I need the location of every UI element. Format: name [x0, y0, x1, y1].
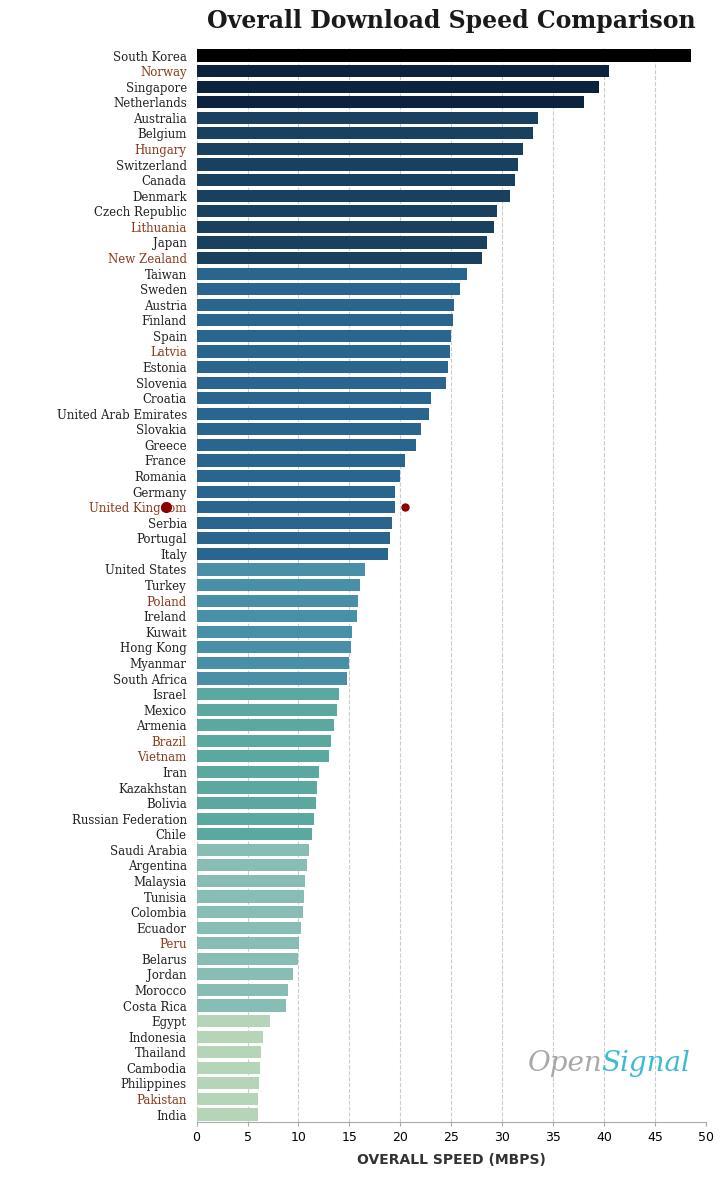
Bar — [197, 548, 388, 560]
Bar — [197, 205, 497, 217]
Bar — [197, 703, 337, 715]
Bar — [197, 657, 349, 669]
Bar — [197, 267, 467, 279]
Bar — [197, 236, 487, 248]
Bar — [197, 64, 609, 78]
Bar — [197, 345, 451, 357]
Bar — [197, 626, 352, 638]
Bar — [197, 455, 405, 467]
Bar — [197, 937, 299, 949]
Bar — [197, 688, 339, 700]
Bar — [197, 252, 482, 264]
Bar — [197, 361, 448, 373]
Bar — [197, 174, 515, 186]
Bar — [197, 439, 416, 451]
Bar — [197, 1046, 261, 1058]
Bar — [197, 97, 584, 109]
Title: Overall Download Speed Comparison: Overall Download Speed Comparison — [207, 10, 696, 33]
Bar — [197, 1093, 258, 1106]
Bar — [197, 128, 533, 140]
Bar — [197, 875, 304, 887]
Bar — [197, 81, 599, 93]
Bar — [197, 1015, 270, 1027]
Bar — [197, 641, 352, 653]
Bar — [197, 143, 523, 155]
Bar — [197, 734, 331, 747]
Bar — [197, 283, 459, 295]
X-axis label: OVERALL SPEED (MBPS): OVERALL SPEED (MBPS) — [357, 1152, 546, 1167]
Bar — [197, 517, 392, 529]
Bar — [197, 595, 357, 607]
Bar — [197, 922, 301, 934]
Bar — [197, 844, 309, 856]
Bar — [197, 672, 347, 684]
Bar — [197, 999, 286, 1011]
Bar — [197, 829, 312, 841]
Bar — [197, 1061, 260, 1073]
Text: Open: Open — [528, 1050, 603, 1077]
Bar — [197, 765, 319, 778]
Bar — [197, 221, 494, 233]
Bar — [197, 159, 518, 171]
Bar — [197, 813, 314, 825]
Bar — [197, 984, 288, 996]
Bar — [197, 1108, 258, 1121]
Bar — [197, 719, 334, 731]
Bar — [197, 610, 357, 622]
Bar — [197, 298, 454, 310]
Bar — [197, 1030, 263, 1042]
Bar — [197, 376, 446, 389]
Bar — [197, 392, 431, 405]
Bar — [197, 112, 538, 124]
Text: Signal: Signal — [602, 1050, 691, 1077]
Bar — [197, 470, 400, 482]
Bar — [197, 968, 293, 980]
Bar — [197, 533, 390, 544]
Bar — [197, 564, 365, 576]
Bar — [197, 579, 360, 591]
Bar — [197, 750, 329, 763]
Bar — [197, 953, 298, 965]
Bar — [197, 190, 510, 202]
Bar — [197, 501, 395, 513]
Bar — [197, 891, 304, 903]
Bar — [197, 407, 429, 420]
Bar — [197, 49, 691, 62]
Bar — [197, 860, 306, 872]
Bar — [197, 423, 421, 436]
Bar — [197, 906, 303, 918]
Bar — [197, 798, 316, 810]
Bar — [197, 1077, 258, 1089]
Bar — [197, 330, 451, 341]
Bar — [197, 781, 317, 794]
Bar — [197, 486, 395, 498]
Bar — [197, 314, 454, 326]
